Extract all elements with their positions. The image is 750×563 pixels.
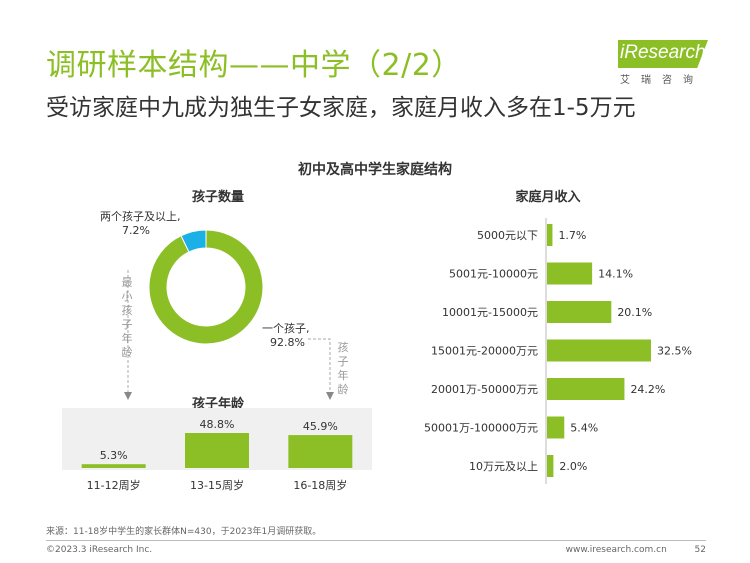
donut-chart bbox=[148, 229, 264, 345]
footer-divider bbox=[46, 540, 706, 541]
income-value-label-4: 24.2% bbox=[630, 383, 665, 396]
donut-slice-0 bbox=[148, 229, 264, 345]
right-arrow-label: 孩子年龄 bbox=[337, 341, 349, 396]
income-bar-6 bbox=[547, 455, 554, 477]
page-number: 52 bbox=[694, 545, 706, 555]
page-title: 调研样本结构——中学（2/2） bbox=[46, 48, 462, 83]
age-value-label-2: 45.9% bbox=[303, 420, 338, 433]
income-value-label-6: 2.0% bbox=[559, 460, 587, 473]
age-bar-chart: 5.3% 11-12周岁 48.8% 13-15周岁 45.9% 16-18周岁 bbox=[62, 408, 372, 492]
income-value-label-0: 1.7% bbox=[558, 229, 586, 242]
footer-copyright: ©2023.3 iResearch Inc. bbox=[46, 545, 153, 555]
age-bar-0 bbox=[81, 464, 146, 468]
age-category-label-2: 16-18周岁 bbox=[293, 478, 347, 492]
source-note: 来源：11-18岁中学生的家长群体N=430，于2023年1月调研获取。 bbox=[46, 527, 322, 537]
income-bar-4 bbox=[547, 378, 625, 400]
age-value-label-1: 48.8% bbox=[200, 418, 235, 431]
income-value-label-5: 5.4% bbox=[570, 422, 598, 435]
income-bar-1 bbox=[547, 262, 593, 285]
age-bar-1 bbox=[185, 433, 249, 468]
age-category-label-0: 11-12周岁 bbox=[87, 478, 141, 492]
income-category-label-6: 10万元及以上 bbox=[469, 460, 538, 473]
age-category-label-1: 13-15周岁 bbox=[190, 478, 244, 492]
donut-value-single: 92.8% bbox=[270, 336, 305, 349]
income-category-label-4: 20001万-50000万元 bbox=[431, 383, 538, 396]
iresearch-logo: iResearch 艾瑞咨询 bbox=[614, 40, 714, 86]
income-category-label-0: 5000元以下 bbox=[477, 229, 538, 242]
income-bar-chart: 5000元以下 1.7% 5001元-10000元 14.1% 10001元-15000… bbox=[424, 218, 692, 484]
right-arrow-line bbox=[308, 338, 331, 392]
logo-badge bbox=[618, 40, 708, 68]
income-value-label-2: 20.1% bbox=[617, 306, 652, 319]
income-bar-0 bbox=[547, 224, 553, 246]
income-bar-2 bbox=[547, 301, 612, 323]
left-arrow-label: 最小孩子年龄 bbox=[121, 276, 133, 359]
income-bar-5 bbox=[547, 416, 565, 439]
age-value-label-0: 5.3% bbox=[100, 449, 128, 462]
right-arrow-head bbox=[326, 392, 334, 400]
income-category-label-5: 50001万-100000万元 bbox=[424, 422, 538, 435]
income-value-label-1: 14.1% bbox=[598, 268, 633, 281]
donut-value-multi: 7.2% bbox=[122, 224, 150, 237]
donut-label-single: 一个孩子, bbox=[262, 322, 310, 335]
income-category-label-3: 15001元-20000万元 bbox=[431, 345, 538, 358]
page-subtitle: 受访家庭中九成为独生子女家庭，家庭月收入多在1-5万元 bbox=[46, 95, 636, 121]
donut-title: 孩子数量 bbox=[191, 190, 244, 205]
footer-website: www.iresearch.com.cn bbox=[565, 545, 667, 555]
left-arrow-head bbox=[124, 392, 132, 400]
donut-label-multi: 两个孩子及以上, bbox=[100, 210, 181, 223]
income-chart-title: 家庭月收入 bbox=[515, 190, 581, 205]
income-category-label-1: 5001元-10000元 bbox=[449, 268, 538, 281]
income-value-label-3: 32.5% bbox=[657, 345, 692, 358]
logo-text: iResearch bbox=[620, 42, 706, 63]
footer-right: www.iresearch.com.cn 52 bbox=[566, 545, 706, 555]
chart-group-title: 初中及高中学生家庭结构 bbox=[298, 162, 452, 178]
age-bar-2 bbox=[288, 435, 353, 468]
donut-slice-1 bbox=[180, 229, 207, 253]
income-category-label-2: 10001元-15000元 bbox=[442, 306, 538, 319]
income-bar-3 bbox=[547, 339, 651, 362]
logo-subtext: 艾瑞咨询 bbox=[620, 75, 704, 86]
